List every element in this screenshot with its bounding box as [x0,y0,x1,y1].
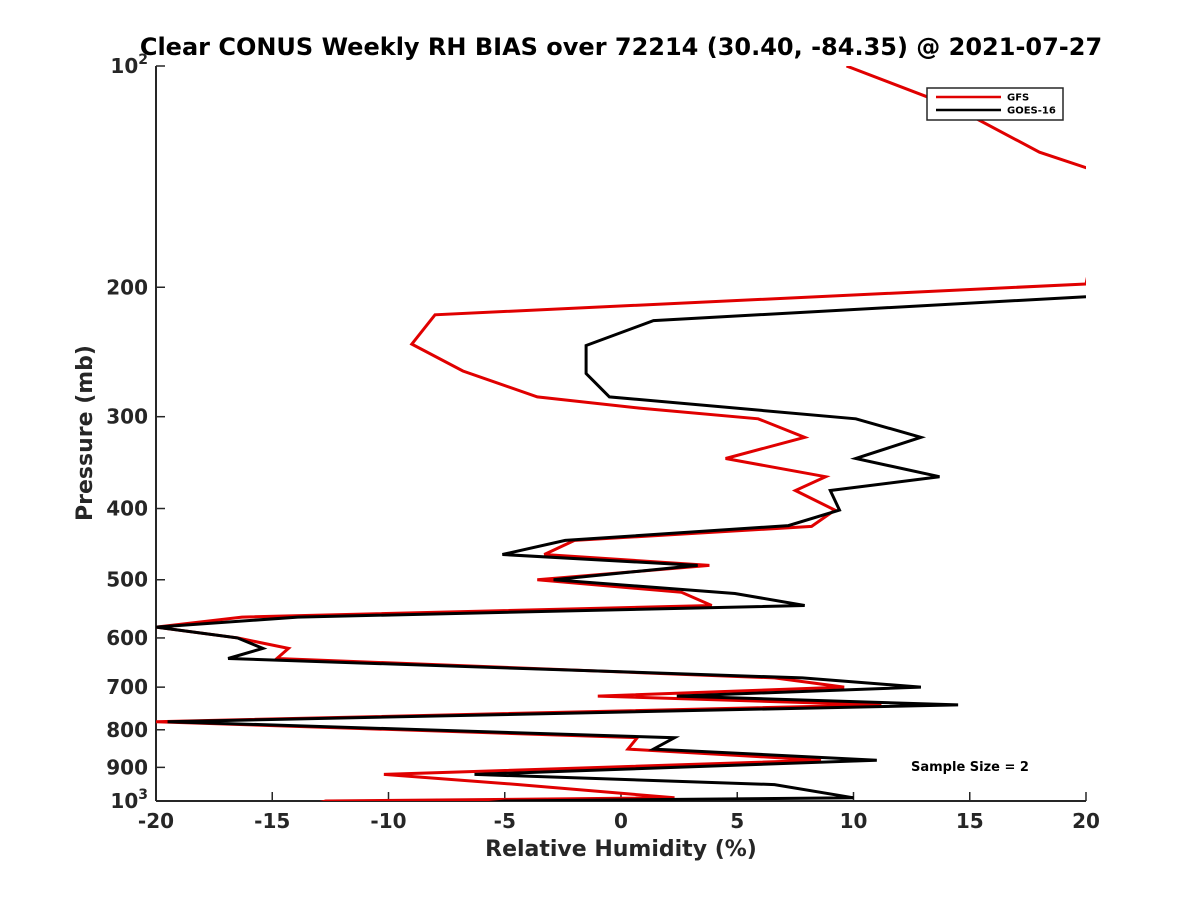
chart-title: Clear CONUS Weekly RH BIAS over 72214 (3… [140,33,1102,61]
x-tick-label: 10 [840,809,868,833]
x-tick-label: 15 [956,809,984,833]
x-tick-label: -20 [138,809,174,833]
y-tick-label: 400 [106,497,148,521]
sample-size-annotation: Sample Size = 2 [911,760,1029,775]
y-tick-label: 700 [106,675,148,699]
legend: GFS GOES-16 [926,87,1064,121]
y-tick-label: 800 [106,718,148,742]
series-line-gfs [156,66,1086,801]
x-tick-label: 5 [730,809,744,833]
x-tick-label: -5 [494,809,516,833]
y-tick-label: 102 [110,52,148,78]
series-line-goes-16 [156,295,1086,801]
legend-label: GOES-16 [1007,106,1056,117]
y-axis-label: Pressure (mb) [73,345,98,521]
series-layer [156,66,1086,801]
axes: -20 -15 -10 -5 0 5 10 15 20 102 200 300 400 500 600 700… [106,52,1100,833]
y-tick-label: 500 [106,568,148,592]
y-tick-label: 103 [110,787,148,813]
y-tick-label: 200 [106,275,148,299]
x-axis-label: Relative Humidity (%) [485,837,757,862]
legend-box [926,87,1064,121]
x-tick-label: -15 [254,809,290,833]
legend-label: GFS [1007,93,1029,104]
y-tick-label: 300 [106,405,148,429]
y-tick-label: 600 [106,626,148,650]
x-tick-label: 20 [1072,809,1100,833]
y-tick-label: 900 [106,755,148,779]
x-tick-label: 0 [614,809,628,833]
x-tick-label: -10 [370,809,406,833]
